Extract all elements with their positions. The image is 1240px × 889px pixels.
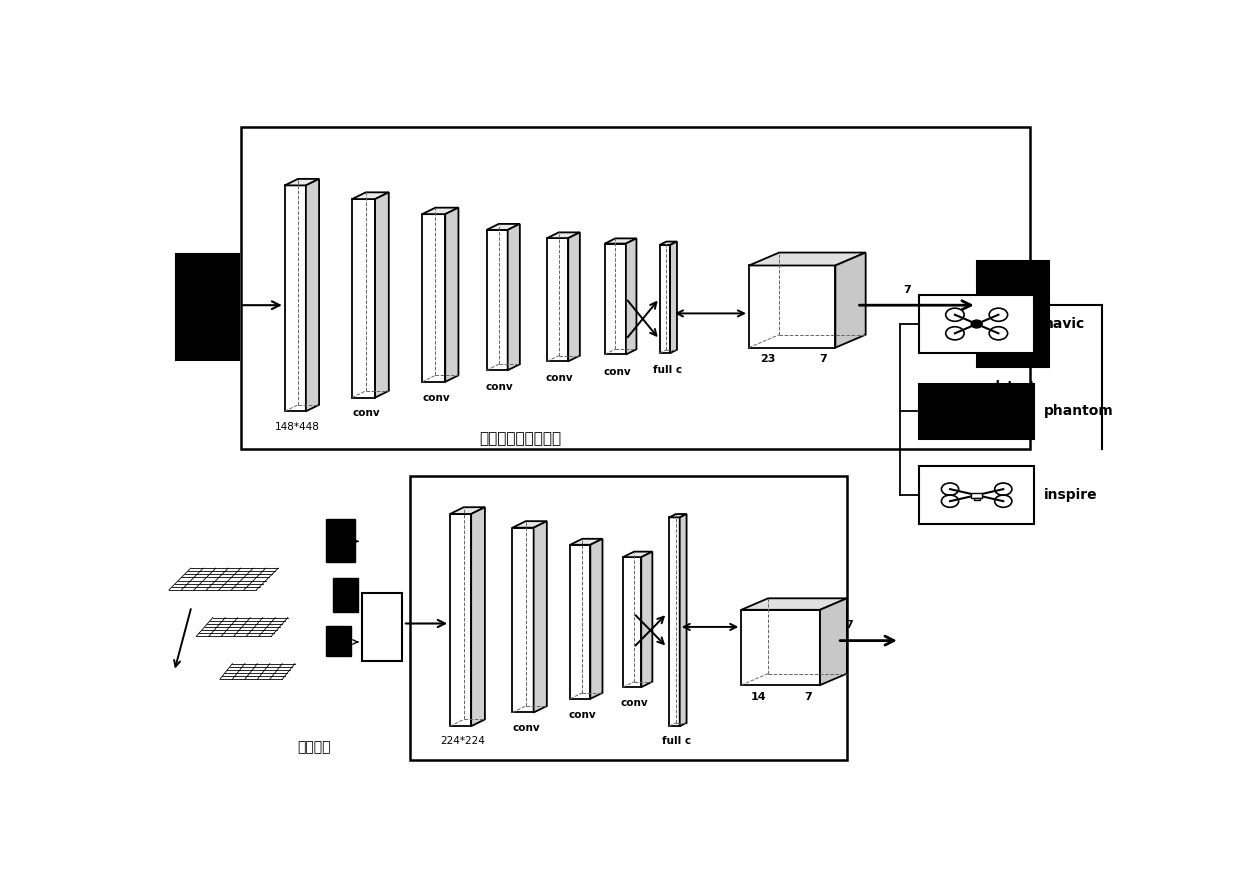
Bar bbox=[919, 384, 1034, 438]
Text: 粗粒度检测网络结构: 粗粒度检测网络结构 bbox=[479, 431, 562, 446]
Polygon shape bbox=[590, 539, 603, 699]
Polygon shape bbox=[507, 224, 520, 370]
Polygon shape bbox=[285, 186, 306, 412]
Polygon shape bbox=[486, 230, 507, 370]
Text: navic: navic bbox=[1044, 316, 1085, 331]
Polygon shape bbox=[533, 521, 547, 712]
Polygon shape bbox=[445, 208, 459, 382]
Bar bbox=[977, 260, 1049, 367]
Polygon shape bbox=[641, 552, 652, 687]
Bar bbox=[973, 498, 980, 500]
Polygon shape bbox=[374, 192, 389, 397]
Circle shape bbox=[971, 320, 982, 328]
Text: 7: 7 bbox=[805, 692, 812, 702]
Text: full c: full c bbox=[652, 365, 682, 375]
Polygon shape bbox=[285, 179, 319, 186]
Bar bbox=[919, 295, 1034, 353]
Polygon shape bbox=[486, 224, 520, 230]
Bar bbox=[971, 493, 982, 498]
Text: conv: conv bbox=[621, 698, 649, 709]
Polygon shape bbox=[547, 238, 568, 361]
Polygon shape bbox=[471, 508, 485, 726]
Text: detect
drone: detect drone bbox=[991, 380, 1035, 408]
Text: inspire: inspire bbox=[1044, 488, 1097, 502]
Polygon shape bbox=[512, 521, 547, 528]
Polygon shape bbox=[680, 514, 687, 726]
Bar bbox=[919, 466, 1034, 525]
Polygon shape bbox=[749, 252, 866, 266]
Polygon shape bbox=[422, 214, 445, 382]
Bar bbox=[326, 519, 355, 562]
Text: 148*448: 148*448 bbox=[275, 421, 320, 431]
Text: 像素放大: 像素放大 bbox=[296, 740, 330, 754]
Text: 7: 7 bbox=[818, 355, 827, 364]
Bar bbox=[409, 477, 847, 760]
Polygon shape bbox=[742, 598, 847, 610]
Polygon shape bbox=[626, 238, 636, 355]
Text: phantom: phantom bbox=[1044, 404, 1114, 419]
Polygon shape bbox=[450, 508, 485, 514]
Polygon shape bbox=[820, 598, 847, 685]
Text: 23: 23 bbox=[760, 355, 776, 364]
Polygon shape bbox=[836, 252, 866, 348]
Polygon shape bbox=[352, 192, 389, 199]
Polygon shape bbox=[749, 266, 836, 348]
Polygon shape bbox=[352, 199, 374, 397]
Polygon shape bbox=[670, 517, 680, 726]
Polygon shape bbox=[547, 232, 580, 238]
Polygon shape bbox=[570, 539, 603, 545]
Text: conv: conv bbox=[569, 710, 596, 720]
Polygon shape bbox=[450, 514, 471, 726]
Text: 224*224: 224*224 bbox=[440, 736, 485, 747]
Polygon shape bbox=[605, 244, 626, 355]
Text: conv: conv bbox=[485, 382, 513, 392]
Text: conv: conv bbox=[546, 373, 573, 383]
Text: 14: 14 bbox=[750, 692, 766, 702]
Polygon shape bbox=[605, 238, 636, 244]
Bar bbox=[242, 127, 1029, 449]
Polygon shape bbox=[660, 242, 677, 245]
Polygon shape bbox=[622, 557, 641, 687]
Polygon shape bbox=[422, 208, 459, 214]
Bar bbox=[332, 578, 358, 612]
Polygon shape bbox=[670, 242, 677, 353]
Polygon shape bbox=[742, 610, 820, 685]
Polygon shape bbox=[512, 528, 533, 712]
Polygon shape bbox=[570, 545, 590, 699]
Polygon shape bbox=[660, 245, 670, 353]
Polygon shape bbox=[568, 232, 580, 361]
Text: 7: 7 bbox=[846, 621, 853, 630]
Text: conv: conv bbox=[512, 723, 539, 733]
Bar bbox=[362, 593, 402, 661]
Bar bbox=[326, 626, 351, 656]
Polygon shape bbox=[306, 179, 319, 412]
Polygon shape bbox=[670, 514, 687, 517]
Text: conv: conv bbox=[604, 367, 631, 377]
Polygon shape bbox=[622, 552, 652, 557]
Bar bbox=[176, 254, 238, 360]
Text: conv: conv bbox=[423, 393, 450, 403]
Text: 7: 7 bbox=[903, 285, 911, 295]
Text: full c: full c bbox=[662, 736, 692, 747]
Text: conv: conv bbox=[352, 408, 381, 418]
